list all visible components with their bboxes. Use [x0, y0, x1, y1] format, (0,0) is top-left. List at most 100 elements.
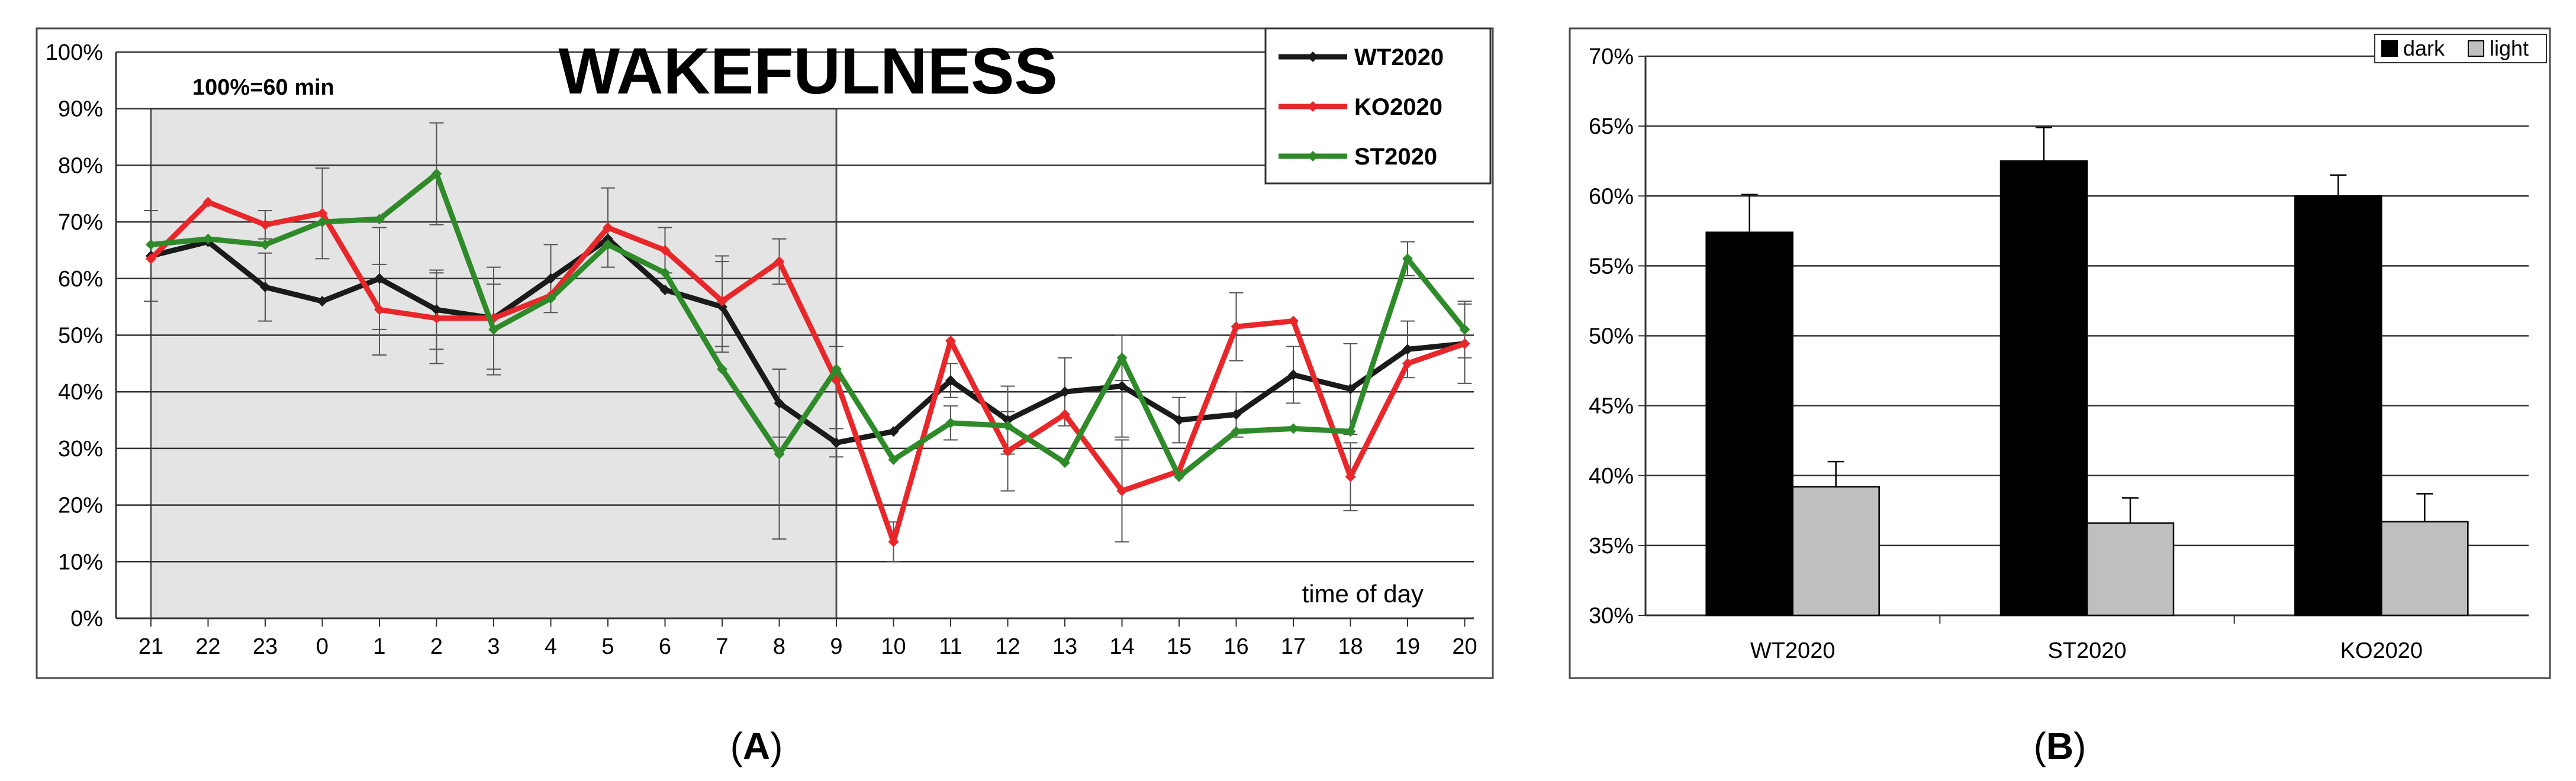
- y-tick-label: 45%: [1589, 394, 1634, 419]
- series-line-ko2020: [149, 199, 1466, 545]
- data-point: [945, 335, 956, 347]
- data-point: [945, 417, 956, 428]
- x-tick-label: 20: [1452, 634, 1477, 659]
- data-point: [1459, 338, 1470, 349]
- data-point: [317, 217, 328, 228]
- data-point: [717, 296, 727, 307]
- data-point: [603, 239, 613, 250]
- x-tick-label: 12: [995, 634, 1020, 659]
- legend-label: WT2020: [1354, 44, 1444, 70]
- data-point: [260, 239, 271, 250]
- x-tick-label: 5: [601, 634, 614, 659]
- panel-letter-b: B: [2046, 725, 2073, 767]
- legend-marker: [1308, 151, 1318, 162]
- legend-label: light: [2490, 36, 2529, 60]
- bar-dark: [1999, 160, 2088, 617]
- y-tick-label: 10%: [58, 550, 103, 575]
- data-point: [1459, 324, 1470, 335]
- data-point: [717, 301, 727, 312]
- legend-marker: [1308, 101, 1318, 112]
- x-tick-label: 11: [939, 634, 962, 659]
- data-point: [659, 267, 671, 279]
- y-tick-label: 35%: [1589, 534, 1634, 559]
- x-tick-label: 23: [253, 634, 278, 659]
- data-point: [1231, 321, 1242, 333]
- x-tick-label: 18: [1338, 634, 1363, 659]
- y-tick-label: 70%: [1589, 44, 1634, 69]
- chart-title: WAKEFULNESS: [558, 35, 1057, 108]
- data-point: [774, 256, 785, 267]
- data-point: [1002, 415, 1013, 426]
- data-point: [431, 312, 442, 324]
- y-tick-label: 60%: [58, 267, 103, 292]
- x-tick-label: 4: [545, 634, 557, 659]
- data-point: [1174, 415, 1184, 426]
- data-point: [146, 239, 156, 250]
- data-point: [1402, 358, 1413, 369]
- data-point: [659, 284, 671, 295]
- y-tick-label: 0%: [70, 606, 103, 631]
- data-point: [603, 233, 613, 244]
- data-point: [1116, 352, 1128, 363]
- data-point: [1288, 315, 1299, 327]
- data-point: [888, 536, 899, 547]
- x-tick-label: 13: [1052, 634, 1077, 659]
- y-tick-label: 70%: [58, 210, 103, 235]
- x-tick-label: KO2020: [2340, 638, 2423, 663]
- legend-label: ST2020: [1354, 144, 1437, 170]
- data-point: [1060, 457, 1070, 468]
- legend-box: [2374, 34, 2547, 63]
- data-point: [545, 273, 556, 284]
- data-point: [1002, 420, 1013, 431]
- series-line-wt2020: [150, 236, 1465, 446]
- x-tick-label: 3: [487, 634, 500, 659]
- series-line-st2020: [150, 171, 1467, 480]
- legend-swatch: [2468, 40, 2484, 57]
- panel-label-b: (B): [2034, 725, 2086, 767]
- legend-label: KO2020: [1354, 94, 1442, 120]
- data-point: [831, 437, 842, 448]
- data-point: [374, 304, 385, 315]
- data-point: [202, 233, 214, 244]
- data-point: [1288, 423, 1299, 434]
- legend-swatch: [2381, 40, 2398, 57]
- y-tick-label: 30%: [1589, 604, 1634, 628]
- data-point: [1116, 380, 1128, 392]
- y-tick-label: 90%: [58, 97, 103, 122]
- data-point: [317, 296, 328, 307]
- data-point: [603, 222, 613, 233]
- data-point: [1174, 471, 1184, 482]
- data-point: [374, 273, 385, 284]
- x-tick-label: 17: [1281, 634, 1306, 659]
- bar-light: [1792, 486, 1880, 617]
- y-tick-label: 80%: [58, 153, 103, 178]
- data-point: [1345, 426, 1356, 437]
- scale-note: 100%=60 min: [192, 75, 334, 100]
- y-tick-label: 60%: [1589, 184, 1634, 209]
- x-tick-label: 16: [1223, 634, 1248, 659]
- data-point: [659, 244, 671, 256]
- panel-a: 0%10%20%30%40%50%60%70%80%90%100%21 22 23 0…: [36, 27, 1494, 767]
- x-tick-label: 6: [659, 634, 671, 659]
- y-tick-label: 100%: [46, 40, 103, 65]
- data-point: [1116, 485, 1128, 496]
- x-tick-label: 22: [195, 634, 220, 659]
- legend-marker: [1308, 51, 1318, 62]
- data-point: [1402, 344, 1413, 355]
- data-point: [431, 168, 442, 179]
- data-point: [1288, 369, 1299, 380]
- data-point: [488, 324, 499, 335]
- x-tick-label: 10: [881, 634, 906, 659]
- x-tick-label: 9: [830, 634, 842, 659]
- x-tick-label: 2: [430, 634, 443, 659]
- data-point: [374, 214, 385, 225]
- plot-area: [1705, 127, 2469, 617]
- x-tick-label: 14: [1109, 634, 1134, 659]
- panel-b: 30% 35% 40% 45% 50% 55% 60% 65% 70% WT2020 ST2020 K…: [1569, 27, 2551, 767]
- legend: dark light: [2374, 34, 2547, 63]
- data-point: [1345, 471, 1356, 482]
- data-point: [1231, 426, 1242, 437]
- plot-area: [144, 122, 1472, 563]
- data-point: [774, 398, 785, 409]
- bar-dark: [1705, 231, 1793, 617]
